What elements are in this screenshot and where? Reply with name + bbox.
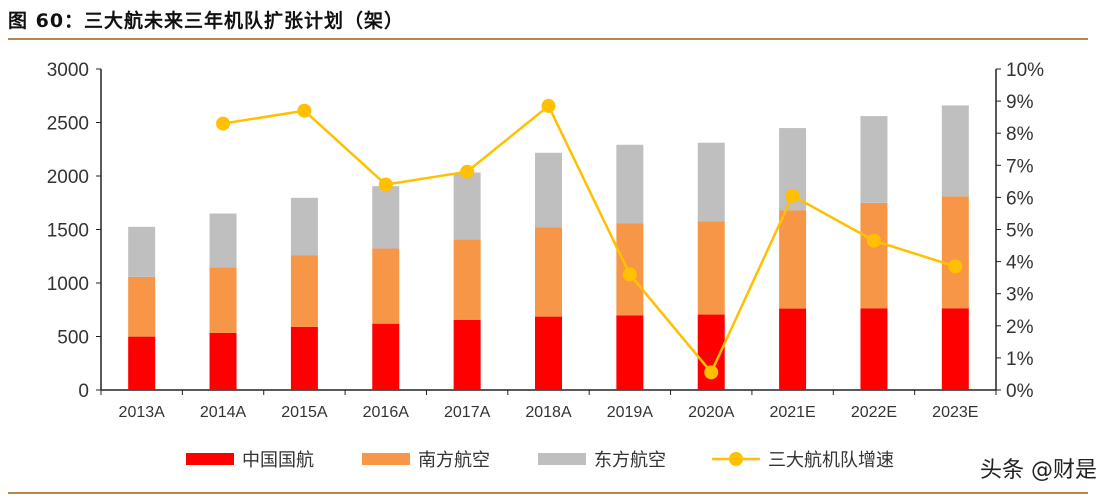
bar-2018A-中国国航 [535, 316, 562, 390]
bar-2014A-东方航空 [209, 213, 237, 268]
x-tick-label: 2018A [525, 404, 572, 421]
growth-point-2021E [785, 188, 800, 203]
x-tick-label: 2019A [607, 404, 654, 421]
bar-2016A-东方航空 [372, 186, 400, 249]
left-tick-label: 1000 [47, 274, 89, 295]
bar-2015A-东方航空 [290, 197, 318, 256]
bar-2014A-南方航空 [209, 267, 237, 333]
x-tick-label: 2014A [200, 404, 247, 421]
x-tick-label: 2021E [769, 404, 815, 421]
x-tick-label: 2016A [363, 404, 410, 421]
bar-2023E-南方航空 [941, 196, 969, 309]
legend-swatch-中国国航 [186, 453, 234, 465]
growth-point-2019A [622, 267, 637, 282]
bar-2021E-中国国航 [779, 308, 807, 390]
right-tick-label: 4% [1006, 253, 1034, 274]
right-tick-label: 9% [1006, 92, 1034, 113]
x-tick-label: 2013A [119, 404, 166, 421]
x-tick-label: 2023E [932, 404, 978, 421]
left-tick-label: 3000 [47, 60, 89, 81]
bar-2023E-东方航空 [941, 105, 969, 197]
left-tick-label: 1500 [47, 221, 89, 242]
legend-label: 三大航机队增速 [768, 450, 894, 470]
bar-2022E-中国国航 [860, 308, 888, 390]
bar-2016A-南方航空 [372, 248, 400, 324]
bar-2017A-南方航空 [453, 239, 481, 320]
right-tick-label: 3% [1006, 285, 1034, 306]
figure-title: 图 60：三大航未来三年机队扩张计划（架） [8, 10, 405, 32]
right-tick-label: 8% [1006, 124, 1034, 145]
legend-swatch-南方航空 [362, 453, 410, 465]
left-tick-label: 2500 [47, 114, 89, 135]
bar-2018A-东方航空 [535, 152, 562, 228]
x-tick-label: 2022E [851, 404, 897, 421]
legend-swatch-东方航空 [538, 453, 586, 465]
left-tick-label: 0 [78, 381, 89, 402]
bar-2017A-中国国航 [453, 319, 481, 390]
bar-2020A-南方航空 [697, 221, 725, 315]
bar-2021E-南方航空 [779, 210, 807, 309]
x-tick-label: 2020A [688, 404, 735, 421]
growth-point-2023E [948, 259, 963, 274]
bar-2022E-南方航空 [860, 202, 888, 309]
left-tick-label: 2000 [47, 167, 89, 188]
bar-2013A-东方航空 [128, 226, 156, 277]
right-tick-label: 10% [1006, 60, 1044, 81]
x-tick-label: 2015A [281, 404, 328, 421]
right-tick-label: 2% [1006, 317, 1034, 338]
bar-2018A-南方航空 [535, 227, 562, 317]
right-tick-label: 7% [1006, 156, 1034, 177]
bottom-divider [8, 492, 1088, 494]
bar-2020A-东方航空 [697, 142, 725, 222]
legend-label: 中国国航 [242, 450, 314, 470]
bar-2014A-中国国航 [209, 332, 237, 390]
growth-point-2015A [297, 103, 312, 118]
bar-2023E-中国国航 [941, 308, 969, 390]
right-tick-label: 5% [1006, 221, 1034, 242]
bar-2013A-南方航空 [128, 276, 156, 337]
right-tick-label: 1% [1006, 349, 1034, 370]
right-tick-label: 6% [1006, 188, 1034, 209]
growth-point-2016A [378, 177, 393, 192]
bar-2015A-中国国航 [290, 326, 318, 390]
bar-2019A-东方航空 [616, 144, 644, 224]
bar-2013A-中国国航 [128, 336, 156, 390]
watermark: 头条 @财是 [980, 458, 1097, 483]
bar-2016A-中国国航 [372, 323, 400, 390]
legend-label: 南方航空 [418, 450, 490, 470]
growth-point-2014A [216, 116, 231, 131]
top-divider [8, 38, 1088, 40]
left-tick-label: 500 [57, 328, 89, 349]
growth-point-2017A [460, 164, 475, 179]
legend-swatch-marker [729, 452, 743, 466]
growth-point-2020A [704, 365, 719, 380]
right-tick-label: 0% [1006, 381, 1034, 402]
bar-2019A-中国国航 [616, 315, 644, 390]
x-tick-label: 2017A [444, 404, 491, 421]
bar-2022E-东方航空 [860, 116, 888, 203]
growth-point-2018A [541, 98, 556, 113]
growth-point-2022E [866, 233, 881, 248]
bar-2017A-东方航空 [453, 172, 481, 240]
legend-label: 东方航空 [594, 450, 666, 470]
growth-line [222, 103, 956, 375]
bar-2015A-南方航空 [290, 255, 318, 327]
